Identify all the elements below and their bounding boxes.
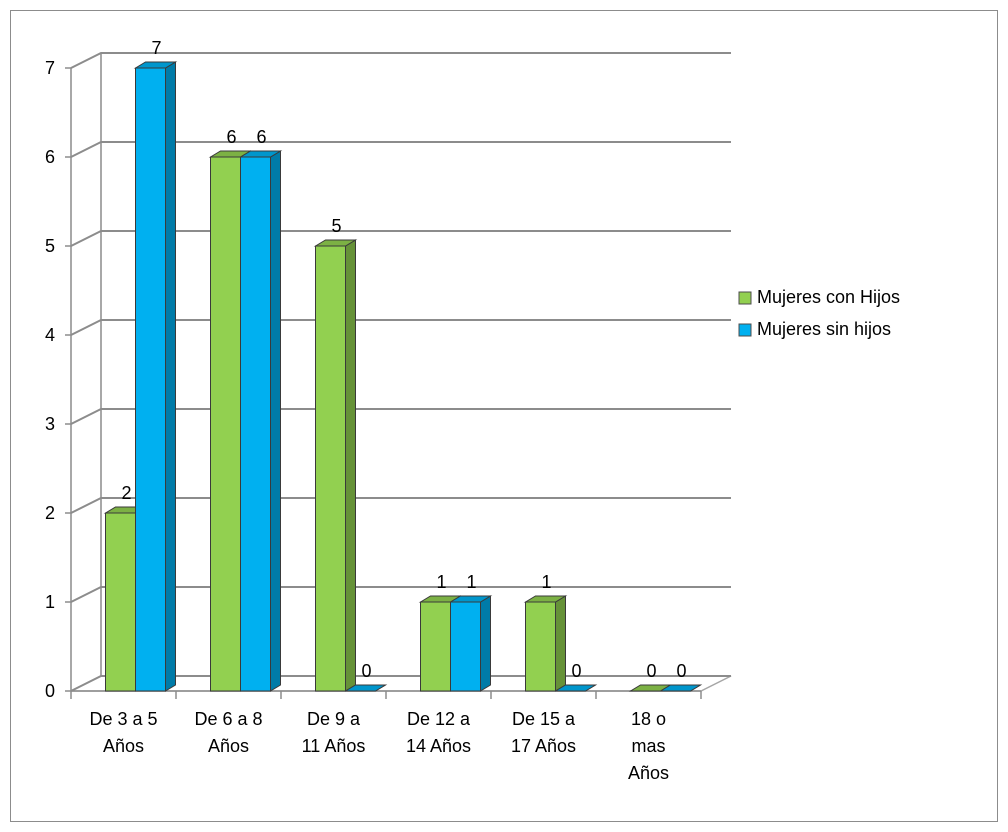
y-tick-label: 6 [45, 147, 55, 167]
x-tick-label: De 6 a 8 Años [194, 709, 262, 756]
bar-front [420, 601, 451, 692]
y-tick-label: 1 [45, 592, 55, 612]
bar [343, 684, 388, 692]
bar [658, 684, 703, 692]
legend: Mujeres con Hijos Mujeres sin hijos [738, 287, 900, 339]
bar-front [240, 156, 271, 692]
data-label: 6 [256, 127, 266, 147]
y-tick-label: 7 [45, 58, 55, 78]
bar-side [165, 61, 176, 692]
data-label: 7 [151, 38, 161, 58]
bar-top [133, 61, 178, 69]
bar-front [105, 512, 136, 692]
axes [65, 53, 702, 699]
x-tick-labels: De 3 a 5 Años De 6 a 8 Años De 9 a 11 Años De … [89, 709, 669, 783]
y-tick-label: 3 [45, 414, 55, 434]
data-label: 5 [331, 216, 341, 236]
bar-front [525, 601, 556, 692]
y-tick-labels: 0 1 2 3 4 5 6 7 [45, 58, 55, 701]
bar-top [523, 595, 568, 603]
legend-swatch-mujeres-con-hijos [738, 291, 752, 305]
bar-top [658, 684, 703, 692]
bar-front [135, 67, 166, 692]
y-tick-label: 5 [45, 236, 55, 256]
data-label: 6 [226, 127, 236, 147]
bar-top [448, 595, 493, 603]
bar [448, 595, 493, 692]
bar-top [553, 684, 598, 692]
bar-front [210, 156, 241, 692]
y-tick-label: 4 [45, 325, 55, 345]
data-label: 1 [541, 572, 551, 592]
bar [523, 595, 568, 692]
legend-label-mujeres-con-hijos: Mujeres con Hijos [757, 287, 900, 307]
bars [103, 61, 703, 692]
bar-side [480, 595, 491, 692]
data-label: 1 [436, 572, 446, 592]
x-tick-label: 18 o mas Años [628, 709, 669, 783]
legend-swatch-mujeres-sin-hijos [738, 323, 752, 337]
data-label: 0 [361, 661, 371, 681]
data-label: 0 [646, 661, 656, 681]
bar [553, 684, 598, 692]
bar [313, 239, 358, 692]
bar-top [343, 684, 388, 692]
bar-front [315, 245, 346, 692]
bar [238, 150, 283, 692]
bar-side [555, 595, 566, 692]
data-label: 0 [571, 661, 581, 681]
bar-top [313, 239, 358, 247]
legend-label-mujeres-sin-hijos: Mujeres sin hijos [757, 319, 891, 339]
bar [133, 61, 178, 692]
data-label: 1 [466, 572, 476, 592]
bar-side [345, 239, 356, 692]
bar-side [270, 150, 281, 692]
x-tick-label: De 15 a 17 Años [511, 709, 576, 756]
x-tick-label: De 3 a 5 Años [89, 709, 157, 756]
bar-top [238, 150, 283, 158]
data-label: 0 [676, 661, 686, 681]
bar-front [450, 601, 481, 692]
x-tick-label: De 9 a 11 Años [302, 709, 366, 756]
x-tick-label: De 12 a 14 Años [406, 709, 471, 756]
data-label: 2 [121, 483, 131, 503]
y-tick-label: 2 [45, 503, 55, 523]
y-tick-label: 0 [45, 681, 55, 701]
